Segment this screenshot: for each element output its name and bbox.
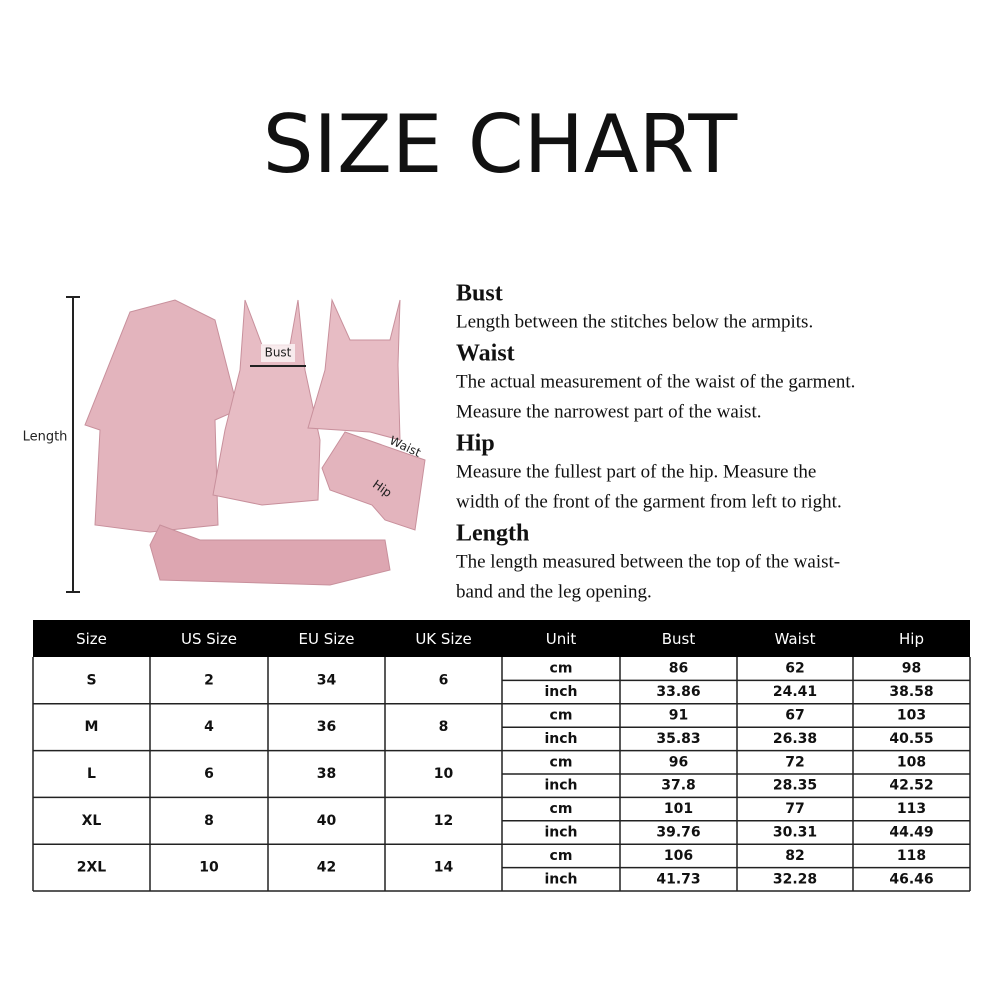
garment-figure: Length Bust Waist Hip — [23, 296, 426, 593]
table-cell: cm — [550, 754, 573, 770]
table-cell: 14 — [434, 860, 454, 876]
table-cell: 101 — [664, 801, 693, 817]
table-cell: 91 — [669, 708, 688, 724]
label-box — [261, 344, 295, 362]
definition-text: band and the leg opening. — [456, 581, 652, 602]
table-cell: 30.31 — [773, 825, 817, 841]
table-cell: 108 — [897, 754, 926, 770]
definition-term: Waist — [456, 341, 515, 367]
table-cell: 40.55 — [889, 731, 933, 747]
table-cell: 2XL — [77, 860, 107, 876]
size-table: Size US Size EU Size UK Size Unit Bust Waist Hi… — [32, 620, 971, 892]
table-cell: cm — [550, 848, 573, 864]
definition-text: width of the front of the garment from l… — [456, 491, 842, 512]
table-cell: 82 — [785, 848, 804, 864]
definitions: Bust Length between the stitches below th… — [456, 281, 855, 603]
table-cell: 77 — [785, 801, 804, 817]
table-cell: inch — [544, 778, 577, 794]
header-cell: Waist — [775, 630, 816, 648]
table-cell: inch — [544, 871, 577, 887]
table-cell: 38.58 — [889, 684, 933, 700]
table-cell: 41.73 — [656, 871, 700, 887]
table-cell: 2 — [204, 672, 214, 688]
table-cell: inch — [544, 684, 577, 700]
definition-text: Length between the stitches below the ar… — [456, 311, 813, 332]
header-cell: Size — [76, 630, 107, 648]
table-cell: 33.86 — [656, 684, 700, 700]
camisole — [307, 298, 401, 441]
table-cell: S — [86, 672, 96, 688]
table-cell: inch — [544, 731, 577, 747]
table-cell: 103 — [897, 708, 926, 724]
table-cell: 67 — [785, 708, 804, 724]
header-cell: US Size — [181, 630, 237, 648]
definition-term: Hip — [456, 431, 495, 457]
header-cell: Hip — [899, 630, 924, 648]
table-cell: 24.41 — [773, 684, 817, 700]
definition-term: Bust — [456, 281, 503, 307]
table-cell: 8 — [204, 813, 214, 829]
table-cell: 35.83 — [656, 731, 700, 747]
table-cell: 10 — [199, 860, 219, 876]
table-cell: 34 — [317, 672, 337, 688]
bust-label: Bust — [265, 346, 292, 360]
table-cell: 6 — [204, 766, 214, 782]
definition-text: Measure the fullest part of the hip. Mea… — [456, 461, 816, 482]
pants — [149, 524, 391, 586]
header-cell: Bust — [662, 630, 696, 648]
table-cell: 37.8 — [661, 778, 696, 794]
definition-term: Length — [456, 521, 529, 547]
header-cell: EU Size — [298, 630, 354, 648]
table-cell: 62 — [785, 661, 804, 677]
table-cell: L — [87, 766, 96, 782]
table-cell: 96 — [669, 754, 688, 770]
table-cell: 6 — [439, 672, 449, 688]
definition-text: The length measured between the top of t… — [456, 551, 840, 572]
table-cell: 44.49 — [889, 825, 933, 841]
table-cell: 12 — [434, 813, 453, 829]
header-cell: UK Size — [415, 630, 471, 648]
table-cell: M — [85, 719, 99, 735]
table-cell: 86 — [669, 661, 688, 677]
table-cell: 98 — [902, 661, 921, 677]
table-cell: 72 — [785, 754, 804, 770]
table-cell: 4 — [204, 719, 214, 735]
table-cell: 42 — [317, 860, 336, 876]
table-cell: 42.52 — [889, 778, 933, 794]
table-cell: 38 — [317, 766, 336, 782]
length-label: Length — [23, 430, 68, 445]
table-cell: 46.46 — [889, 871, 933, 887]
table-cell: cm — [550, 661, 573, 677]
table-cell: 118 — [897, 848, 926, 864]
table-cell: 28.35 — [773, 778, 817, 794]
header-cell: Unit — [546, 630, 577, 648]
table-cell: 26.38 — [773, 731, 817, 747]
header-bar — [33, 620, 970, 657]
table-cell: inch — [544, 825, 577, 841]
table-cell: 10 — [434, 766, 454, 782]
table-cell: 32.28 — [773, 871, 817, 887]
table-cell: 8 — [439, 719, 449, 735]
table-cell: 113 — [897, 801, 926, 817]
definition-text: Measure the narrowest part of the waist. — [456, 401, 761, 422]
title: SIZE CHART — [263, 98, 739, 191]
table-cell: 106 — [664, 848, 693, 864]
table-cell: 40 — [317, 813, 337, 829]
robe — [84, 299, 239, 533]
table-cell: 36 — [317, 719, 336, 735]
table-cell: XL — [82, 813, 102, 829]
table-cell: 39.76 — [656, 825, 700, 841]
table-cell: cm — [550, 801, 573, 817]
shorts — [321, 431, 426, 531]
definition-text: The actual measurement of the waist of t… — [456, 371, 855, 392]
table-cell: cm — [550, 708, 573, 724]
